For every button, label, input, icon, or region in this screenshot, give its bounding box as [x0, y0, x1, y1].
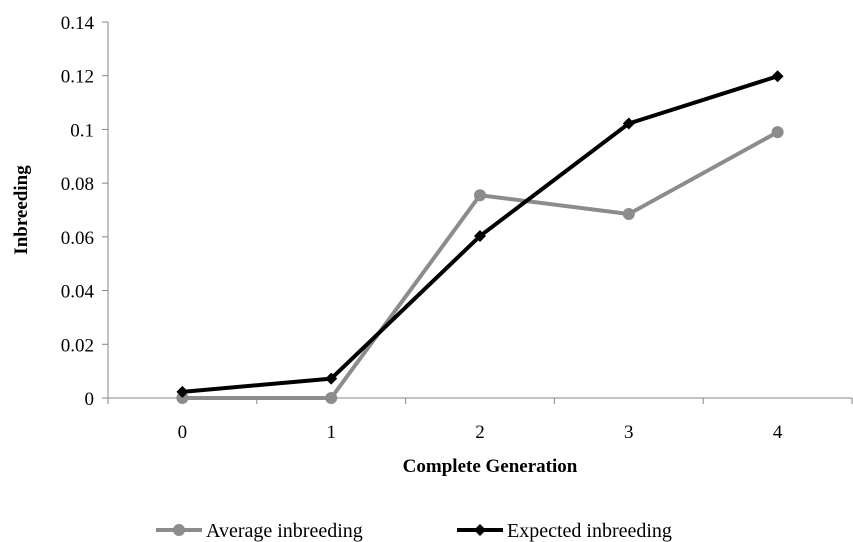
x-tick-label: 3	[624, 422, 634, 443]
legend-label: Average inbreeding	[206, 520, 363, 542]
legend-marker	[173, 524, 185, 536]
x-tick-label: 0	[178, 422, 188, 443]
y-tick-label: 0.08	[61, 174, 94, 195]
data-point	[325, 372, 338, 385]
data-point	[176, 385, 189, 398]
y-tick-label: 0.06	[61, 228, 94, 249]
series-layer	[176, 70, 784, 404]
legend-item: Average inbreeding	[156, 520, 363, 542]
y-axis-title: Inbreeding	[11, 165, 32, 255]
legend-label: Expected inbreeding	[507, 520, 672, 542]
x-tick-label: 1	[326, 422, 336, 443]
series-2	[176, 70, 784, 398]
data-point	[622, 208, 635, 221]
x-axis-title: Complete Generation	[403, 456, 578, 477]
data-point	[474, 230, 486, 243]
y-tick-label: 0	[85, 389, 95, 410]
y-axis: 0 0.02 0.04 0.06 0.08 0.1 0.12 0.14	[61, 13, 109, 410]
y-tick-label: 0.02	[61, 335, 94, 356]
series-line	[182, 130, 779, 400]
legend-item: Expected inbreeding	[457, 520, 672, 542]
x-axis: 0 1 2 3 4	[107, 397, 853, 443]
y-tick-label: 0.04	[61, 282, 95, 303]
y-tick-label: 0.12	[61, 67, 94, 88]
data-point	[325, 392, 338, 404]
series-1	[176, 126, 784, 404]
data-point	[176, 392, 189, 404]
legend: Average inbreeding Expected inbreeding	[156, 520, 672, 542]
y-tick-label: 0.1	[70, 120, 94, 141]
y-tick-label: 0.14	[61, 13, 95, 34]
data-point	[474, 189, 486, 202]
x-tick-label: 2	[475, 422, 485, 443]
data-point	[622, 117, 635, 130]
x-tick-label: 4	[773, 422, 783, 443]
legend-marker	[474, 524, 486, 536]
data-point	[771, 70, 784, 83]
data-point	[771, 126, 784, 139]
